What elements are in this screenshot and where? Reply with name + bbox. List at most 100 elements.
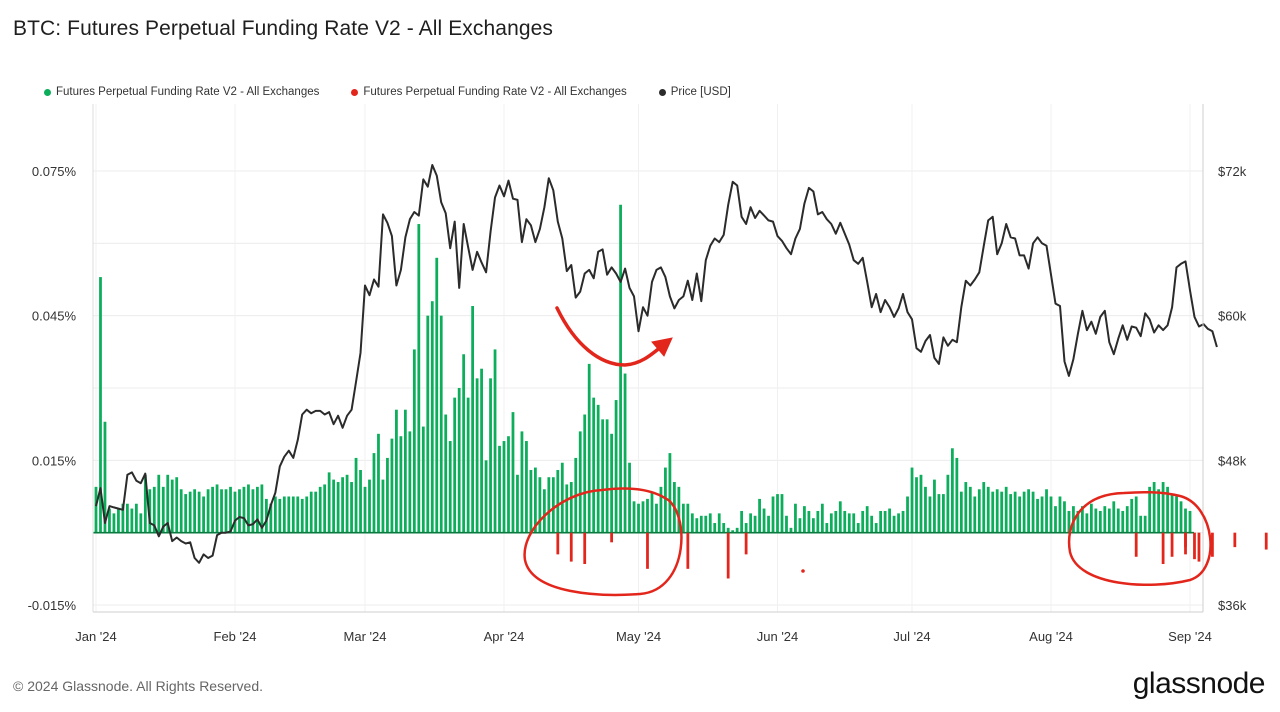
funding-bar [726,527,730,533]
funding-bar [906,496,909,533]
funding-bar [592,397,596,533]
funding-bar [798,518,802,533]
funding-bar [1081,506,1084,533]
annotations [523,306,1212,597]
negative-funding-bar [1211,532,1214,557]
funding-bar [968,486,972,533]
funding-bar [1085,513,1089,533]
funding-bar [282,496,286,533]
legend-item-price[interactable]: Price [USD] [658,86,731,98]
funding-bar [1045,489,1048,533]
funding-bar [166,474,170,533]
funding-bar [695,518,699,533]
funding-bar [1094,508,1098,533]
funding-bar [1103,506,1107,533]
funding-bar [471,306,475,533]
funding-bar [287,496,291,533]
funding-bar [179,489,183,533]
funding-bar [578,431,582,533]
negative-funding-bar [583,532,587,565]
funding-bar [928,496,932,533]
funding-bar [973,496,977,533]
x-tick-label: Apr '24 [484,629,525,644]
funding-bar [493,349,497,533]
funding-bar [421,426,425,533]
funding-bar [323,484,327,533]
funding-bar [1148,486,1152,533]
y-left-tick-label: -0.015% [28,598,77,613]
negative-funding-bar [726,532,730,579]
funding-bar [350,482,353,533]
funding-bar [641,501,645,533]
funding-bar [273,496,277,533]
legend-dot-red [351,88,359,96]
funding-bar [439,315,443,533]
funding-bar [1036,498,1039,533]
annotation-arrow-curve [555,306,664,367]
funding-bar [767,515,770,533]
legend-dot-black [658,88,666,96]
funding-bar [215,484,219,533]
funding-bar [870,515,874,533]
funding-bar [1179,501,1183,533]
axes: 0.075% 0.045% 0.015% -0.015% $72k $60k $48k $36… [28,104,1247,644]
funding-bar [399,436,403,533]
funding-bar [484,460,488,533]
funding-bar [610,433,614,533]
funding-bar [762,508,766,533]
annotation-dot [801,569,805,573]
funding-bar [233,491,237,533]
funding-bar [134,503,138,533]
funding-bar [1130,498,1134,533]
legend-item-funding-positive[interactable]: Futures Perpetual Funding Rate V2 - All … [44,86,319,98]
funding-bar [197,491,201,533]
funding-bar [130,508,134,533]
funding-bar [426,315,430,533]
funding-bar [933,479,936,533]
funding-bar [251,489,255,533]
funding-bar [852,513,856,533]
x-tick-label: Mar '24 [344,629,387,644]
y-left-tick-label: 0.075% [32,164,77,179]
funding-bar [758,498,761,533]
legend-item-funding-negative[interactable]: Futures Perpetual Funding Rate V2 - All … [351,86,627,98]
funding-bar [964,482,968,533]
funding-bar [475,378,479,533]
negative-funding-bar [569,532,573,562]
funding-bar [879,510,883,533]
negative-funding-bar [744,532,748,555]
funding-bar [238,489,241,533]
negative-funding-bar [1197,532,1201,562]
funding-bar [305,496,309,533]
funding-bar [309,491,313,533]
funding-bar [668,453,672,533]
funding-bar [829,513,833,533]
funding-bar [507,436,510,533]
negative-funding-bar [610,532,614,543]
legend: Futures Perpetual Funding Rate V2 - All … [44,86,763,98]
funding-bar [699,515,703,533]
funding-bar [861,510,865,533]
funding-bar [1107,508,1111,533]
y-right-tick-label: $36k [1218,598,1247,613]
funding-bar [892,515,896,533]
funding-bar [955,457,959,533]
funding-bar [229,486,232,533]
funding-bar [865,506,869,533]
annotation-circle-august [1067,490,1212,587]
funding-bar [516,474,519,533]
funding-bar [874,523,878,533]
funding-bar [560,462,564,533]
funding-bar [175,477,179,533]
funding-bar [982,482,986,533]
funding-bar [1188,510,1192,533]
funding-bar [704,515,708,533]
funding-bar [381,479,385,533]
funding-bar [161,486,165,533]
funding-bar [708,513,712,533]
negative-funding-bar [686,532,690,569]
legend-label: Futures Perpetual Funding Rate V2 - All … [56,86,320,98]
funding-bar [363,486,367,533]
funding-bar [534,467,537,533]
funding-bar [1063,501,1066,533]
